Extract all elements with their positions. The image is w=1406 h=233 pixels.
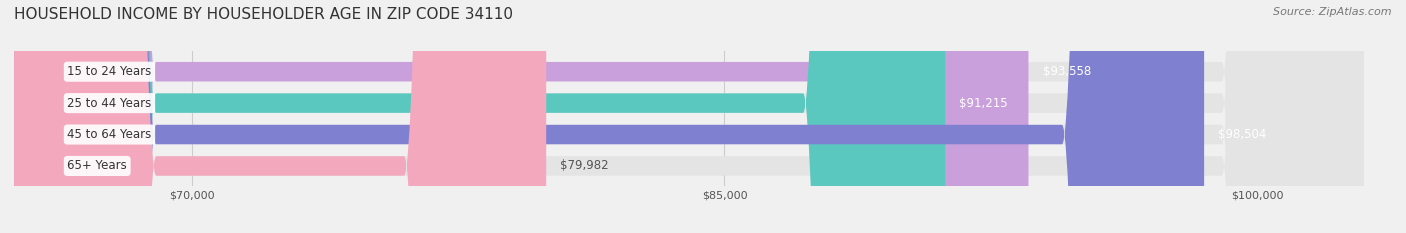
Text: 65+ Years: 65+ Years [67, 159, 127, 172]
FancyBboxPatch shape [14, 0, 1204, 233]
FancyBboxPatch shape [14, 0, 1364, 233]
FancyBboxPatch shape [14, 0, 1364, 233]
Text: $93,558: $93,558 [1043, 65, 1091, 78]
Text: HOUSEHOLD INCOME BY HOUSEHOLDER AGE IN ZIP CODE 34110: HOUSEHOLD INCOME BY HOUSEHOLDER AGE IN Z… [14, 7, 513, 22]
Text: $98,504: $98,504 [1219, 128, 1267, 141]
FancyBboxPatch shape [14, 0, 945, 233]
Text: 25 to 44 Years: 25 to 44 Years [67, 97, 152, 110]
FancyBboxPatch shape [14, 0, 1364, 233]
Text: $91,215: $91,215 [959, 97, 1008, 110]
Text: 15 to 24 Years: 15 to 24 Years [67, 65, 152, 78]
FancyBboxPatch shape [14, 0, 546, 233]
Text: 45 to 64 Years: 45 to 64 Years [67, 128, 152, 141]
Text: Source: ZipAtlas.com: Source: ZipAtlas.com [1274, 7, 1392, 17]
Text: $79,982: $79,982 [561, 159, 609, 172]
FancyBboxPatch shape [14, 0, 1364, 233]
FancyBboxPatch shape [14, 0, 1028, 233]
